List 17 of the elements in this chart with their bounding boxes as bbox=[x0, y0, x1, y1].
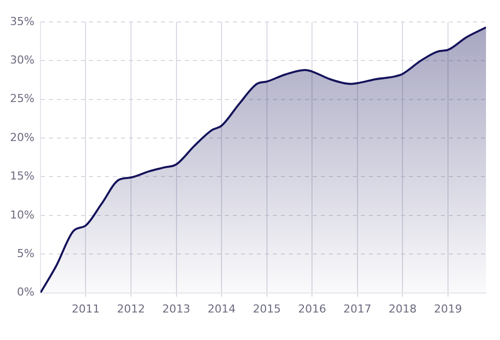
y-tick-label: 0% bbox=[16, 286, 34, 299]
x-tick-label: 2017 bbox=[343, 302, 372, 316]
y-tick-label: 35% bbox=[10, 14, 34, 28]
x-tick-label: 2018 bbox=[388, 302, 417, 316]
y-tick-label: 30% bbox=[10, 54, 34, 67]
y-tick-label: 25% bbox=[10, 92, 34, 106]
x-tick-label: 2015 bbox=[252, 302, 281, 316]
x-tick-label: 2013 bbox=[162, 302, 190, 316]
x-tick-label: 2014 bbox=[208, 302, 236, 316]
x-tick-label: 2016 bbox=[298, 302, 326, 316]
x-tick-label: 2019 bbox=[434, 302, 462, 316]
y-tick-label: 20% bbox=[10, 130, 34, 144]
y-tick-label: 15% bbox=[10, 170, 34, 183]
y-tick-label: 5% bbox=[16, 246, 34, 260]
y-tick-label: 10% bbox=[10, 208, 34, 222]
x-tick-label: 2012 bbox=[117, 302, 146, 316]
x-tick-label: 2011 bbox=[72, 302, 100, 316]
